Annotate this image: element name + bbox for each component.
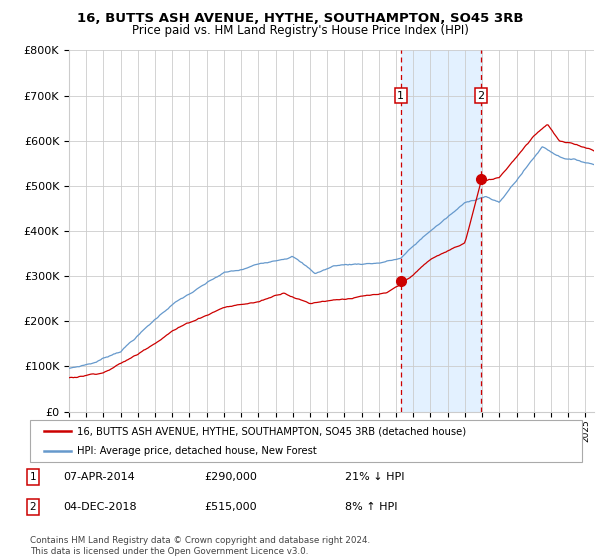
Text: Price paid vs. HM Land Registry's House Price Index (HPI): Price paid vs. HM Land Registry's House … (131, 24, 469, 37)
Text: 2: 2 (477, 91, 484, 101)
Text: 2: 2 (29, 502, 37, 512)
Text: 07-APR-2014: 07-APR-2014 (63, 472, 135, 482)
Text: 16, BUTTS ASH AVENUE, HYTHE, SOUTHAMPTON, SO45 3RB (detached house): 16, BUTTS ASH AVENUE, HYTHE, SOUTHAMPTON… (77, 426, 466, 436)
Text: HPI: Average price, detached house, New Forest: HPI: Average price, detached house, New … (77, 446, 317, 456)
Text: 16, BUTTS ASH AVENUE, HYTHE, SOUTHAMPTON, SO45 3RB: 16, BUTTS ASH AVENUE, HYTHE, SOUTHAMPTON… (77, 12, 523, 25)
Text: 8% ↑ HPI: 8% ↑ HPI (345, 502, 398, 512)
Text: 1: 1 (29, 472, 37, 482)
Text: 21% ↓ HPI: 21% ↓ HPI (345, 472, 404, 482)
Text: £515,000: £515,000 (204, 502, 257, 512)
Text: 1: 1 (397, 91, 404, 101)
Bar (401, 50, 481, 412)
Text: Contains HM Land Registry data © Crown copyright and database right 2024.
This d: Contains HM Land Registry data © Crown c… (30, 536, 370, 556)
Text: £290,000: £290,000 (204, 472, 257, 482)
Text: 04-DEC-2018: 04-DEC-2018 (63, 502, 137, 512)
FancyBboxPatch shape (30, 420, 582, 462)
